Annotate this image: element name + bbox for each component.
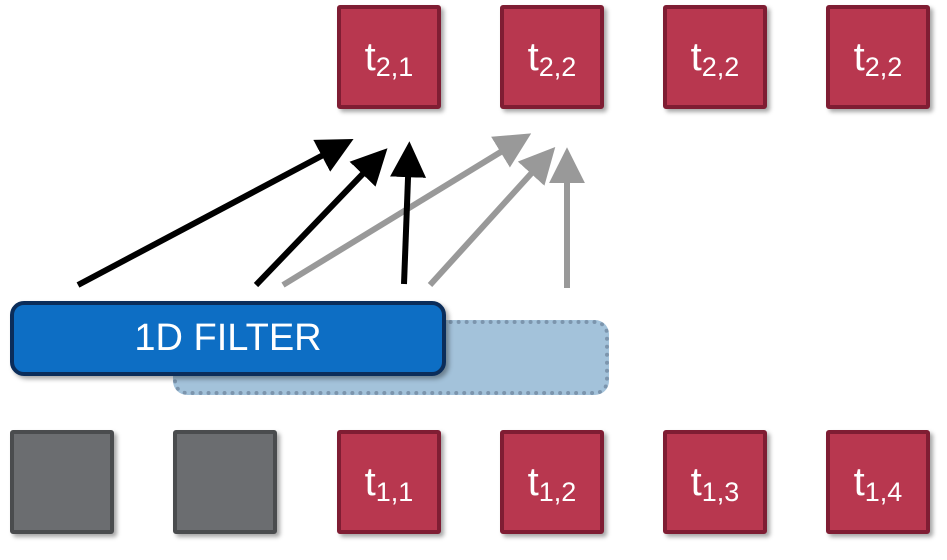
arrow-active-2 xyxy=(253,148,388,288)
padding-cell-2 xyxy=(173,430,277,534)
input-cell-2-sub: 1,2 xyxy=(538,476,577,507)
input-cell-4-base: t xyxy=(853,459,865,504)
output-cell-4-base: t xyxy=(853,34,865,79)
arrow-active-1 xyxy=(76,138,354,288)
arrow-inactive-2 xyxy=(427,147,556,288)
output-cell-3-base: t xyxy=(690,34,702,79)
filter-1d: 1D FILTER xyxy=(10,301,446,376)
filter-label: 1D FILTER xyxy=(134,317,322,359)
output-cell-1-base: t xyxy=(364,34,376,79)
input-cell-4-sub: 1,4 xyxy=(864,476,903,507)
input-cell-3: t 1,3 xyxy=(663,430,767,534)
padding-cell-1 xyxy=(10,430,114,534)
output-cell-1: t 2,1 xyxy=(337,5,441,109)
input-cell-2-base: t xyxy=(527,459,539,504)
output-cell-4: t 2,2 xyxy=(826,5,930,109)
output-cell-2-base: t xyxy=(527,34,539,79)
input-cell-2: t 1,2 xyxy=(500,430,604,534)
input-cell-3-sub: 1,3 xyxy=(701,476,740,507)
output-cell-3: t 2,2 xyxy=(663,5,767,109)
input-cell-3-base: t xyxy=(690,459,702,504)
output-cell-2-sub: 2,2 xyxy=(538,51,577,82)
input-cell-1-sub: 1,1 xyxy=(375,476,414,507)
input-cell-1: t 1,1 xyxy=(337,430,441,534)
output-cell-3-sub: 2,2 xyxy=(701,51,740,82)
output-cell-4-sub: 2,2 xyxy=(864,51,903,82)
output-cell-2: t 2,2 xyxy=(500,5,604,109)
input-cell-1-base: t xyxy=(364,459,376,504)
output-cell-1-sub: 2,1 xyxy=(375,51,414,82)
arrow-active-3 xyxy=(390,141,427,285)
arrow-inactive-1 xyxy=(281,133,532,288)
input-cell-4: t 1,4 xyxy=(826,430,930,534)
